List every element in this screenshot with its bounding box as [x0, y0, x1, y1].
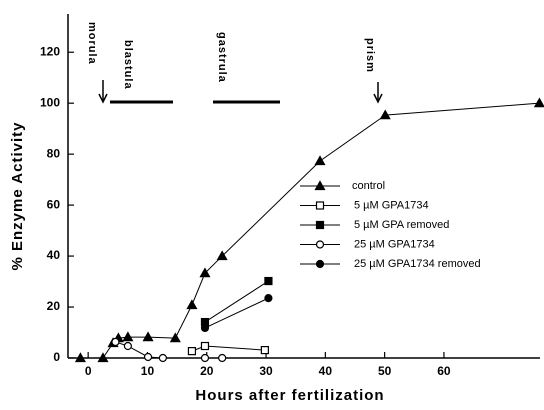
legend-marker [315, 259, 325, 269]
legend-label: 25 µM GPA1734 removed [354, 258, 481, 270]
series-line [204, 297, 269, 329]
stage-label: prism [364, 38, 376, 73]
arrow-head [373, 93, 383, 104]
marker [264, 294, 273, 303]
marker [143, 352, 153, 362]
marker [200, 341, 210, 351]
y-tick-label: 60 [47, 197, 61, 211]
x-axis-label: Hours after fertilization [195, 387, 384, 404]
marker [314, 155, 326, 166]
marker [533, 97, 544, 108]
marker [200, 353, 210, 363]
x-tick-label: 40 [319, 364, 333, 378]
x-tick-label: 0 [85, 364, 92, 378]
marker [187, 347, 197, 356]
marker [199, 267, 211, 278]
x-tick-label: 60 [437, 364, 451, 378]
marker [123, 341, 132, 351]
y-tick-label: 20 [47, 299, 61, 313]
arrow-head [98, 93, 108, 104]
stage-label: morula [86, 22, 98, 65]
x-tick-label: 30 [259, 364, 273, 378]
marker [264, 276, 273, 286]
legend-marker [315, 201, 325, 210]
marker [169, 332, 181, 343]
y-tick-label: 40 [47, 248, 61, 262]
x-tick-label: 10 [141, 364, 155, 378]
legend-marker [315, 240, 325, 249]
marker [260, 346, 269, 355]
marker [379, 109, 391, 120]
stage-label: blastula [122, 40, 134, 90]
series-line [80, 102, 540, 359]
y-axis-label: % Enzyme Activity [9, 122, 26, 271]
marker [186, 299, 198, 310]
marker [158, 353, 167, 363]
marker [218, 353, 227, 363]
series-line [204, 280, 269, 323]
legend-label: control [352, 180, 385, 192]
stage-label: gastrula [216, 32, 228, 83]
marker [111, 337, 120, 347]
legend-label: 25 µM GPA1734 [354, 238, 435, 250]
y-tick-label: 100 [40, 95, 60, 109]
legend-label: 5 µM GPA1734 [354, 199, 429, 211]
marker [142, 331, 154, 342]
legend-marker [314, 180, 326, 191]
y-tick-label: 120 [40, 44, 60, 58]
marker [122, 331, 134, 342]
x-tick-label: 20 [200, 364, 214, 378]
legend-marker [315, 220, 325, 230]
marker [74, 352, 86, 363]
y-tick-label: 0 [53, 350, 60, 364]
marker [200, 323, 210, 333]
marker [216, 250, 228, 261]
y-tick-label: 80 [47, 146, 61, 160]
legend-label: 5 µM GPA removed [354, 219, 449, 231]
x-tick-label: 50 [378, 364, 392, 378]
marker [97, 352, 109, 363]
